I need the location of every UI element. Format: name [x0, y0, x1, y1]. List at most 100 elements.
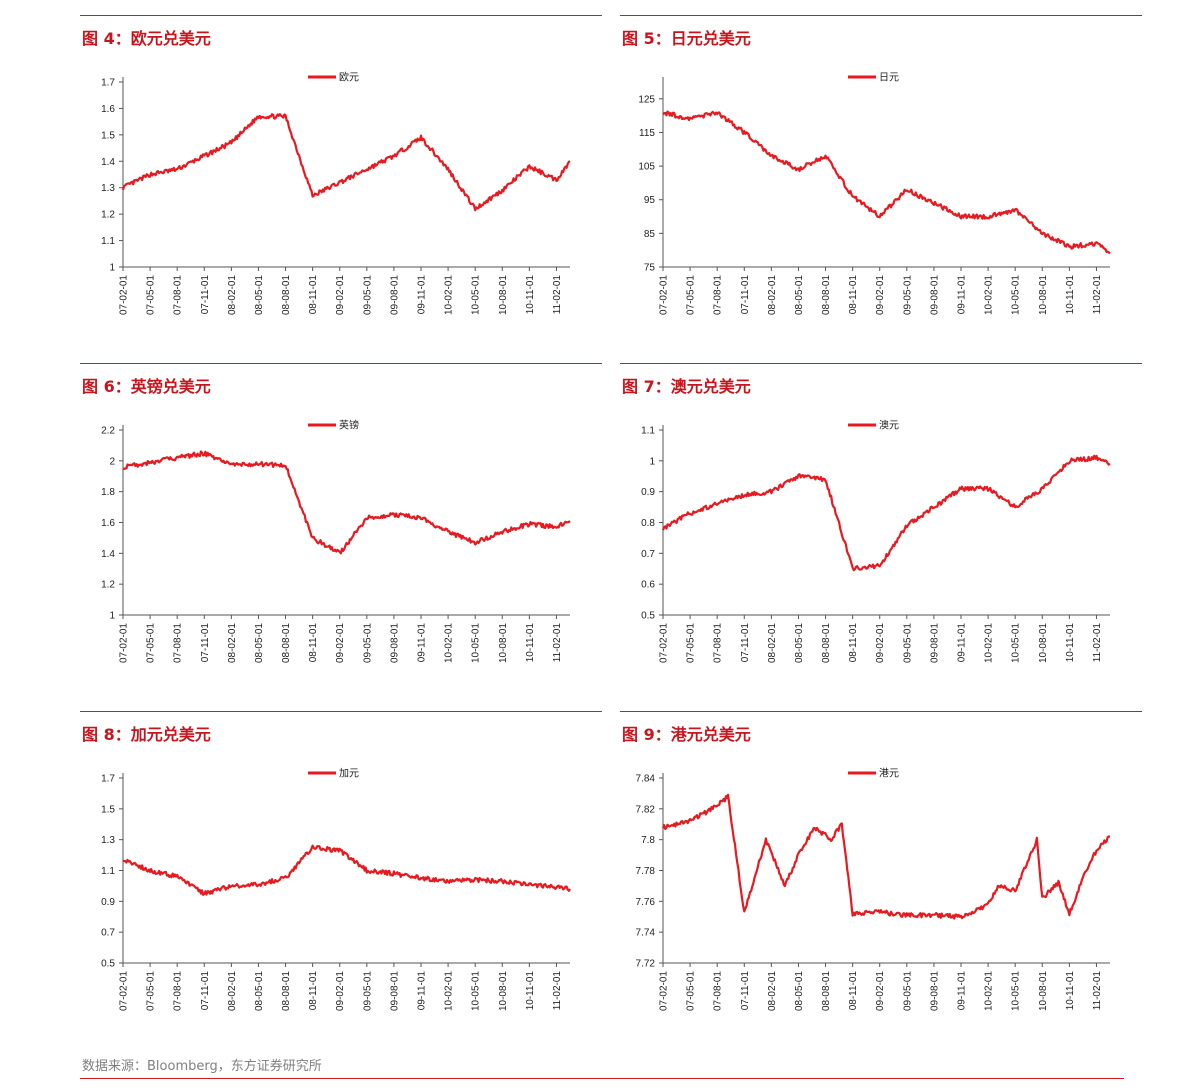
x-tick-label: 09-08-01 — [389, 275, 400, 315]
y-tick-label: 0.8 — [641, 518, 655, 529]
x-tick-label: 10-11-01 — [1065, 623, 1076, 663]
x-tick-label: 08-11-01 — [848, 971, 859, 1011]
x-tick-label: 08-08-01 — [281, 275, 292, 315]
y-tick-label: 0.9 — [101, 897, 115, 908]
x-tick-label: 10-11-01 — [1065, 275, 1076, 315]
x-tick-label: 08-11-01 — [308, 971, 319, 1011]
series-line — [662, 110, 1111, 255]
panel-rule — [620, 15, 1142, 16]
y-tick-label: 1.8 — [101, 487, 115, 498]
x-tick-label: 08-02-01 — [227, 623, 238, 663]
x-tick-label: 07-02-01 — [659, 623, 670, 663]
panel-title: 图 6：英镑兑美元 — [82, 377, 211, 396]
x-tick-label: 08-05-01 — [794, 623, 805, 663]
panel-rule — [620, 363, 1142, 364]
x-tick-label: 08-02-01 — [767, 275, 778, 315]
x-tick-label: 09-05-01 — [902, 623, 913, 663]
x-tick-label: 09-11-01 — [957, 275, 968, 315]
y-tick-label: 1 — [109, 611, 115, 622]
x-tick-label: 08-05-01 — [794, 275, 805, 315]
x-tick-label: 08-11-01 — [848, 623, 859, 663]
y-tick-label: 1.6 — [101, 104, 115, 115]
x-tick-label: 10-05-01 — [471, 971, 482, 1011]
y-tick-label: 105 — [638, 162, 655, 173]
x-tick-label: 07-08-01 — [713, 971, 724, 1011]
x-tick-label: 09-02-01 — [875, 971, 886, 1011]
y-tick-label: 7.84 — [636, 774, 656, 785]
panel-rule — [80, 711, 602, 712]
x-tick-label: 11-02-01 — [552, 275, 563, 315]
x-tick-label: 07-08-01 — [173, 623, 184, 663]
x-tick-label: 09-05-01 — [902, 971, 913, 1011]
x-tick-label: 07-11-01 — [740, 623, 751, 663]
legend-label: 欧元 — [339, 72, 359, 84]
line-chart: 7.72 7.74 7.76 7.78 7.8 7.82 7.84 07-02-01 07-05… — [636, 768, 1111, 1011]
x-tick-label: 08-08-01 — [821, 275, 832, 315]
x-tick-label: 09-11-01 — [417, 275, 428, 315]
x-tick-label: 09-05-01 — [362, 623, 373, 663]
x-tick-label: 07-08-01 — [713, 623, 724, 663]
bottom-rule — [80, 1078, 1124, 1079]
y-tick-label: 1.3 — [101, 835, 115, 846]
x-tick-label: 07-02-01 — [659, 275, 670, 315]
x-tick-label: 07-05-01 — [146, 275, 157, 315]
x-tick-label: 08-08-01 — [281, 623, 292, 663]
y-tick-label: 1.7 — [101, 774, 115, 785]
x-tick-label: 10-02-01 — [984, 275, 995, 315]
x-tick-label: 10-05-01 — [1011, 275, 1022, 315]
y-tick-label: 115 — [639, 128, 655, 139]
x-tick-label: 10-02-01 — [444, 275, 455, 315]
y-tick-label: 2 — [109, 456, 115, 467]
y-tick-label: 1.1 — [101, 236, 115, 247]
y-tick-label: 0.5 — [101, 959, 115, 970]
legend-label: 港元 — [879, 768, 899, 780]
x-tick-label: 07-02-01 — [119, 971, 130, 1011]
x-tick-label: 09-02-01 — [875, 623, 886, 663]
source-note: 数据来源：Bloomberg，东方证券研究所 — [82, 1059, 322, 1074]
x-tick-label: 09-11-01 — [417, 623, 428, 663]
x-tick-label: 07-11-01 — [740, 971, 751, 1011]
chart-panel-gbp: 图 6：英镑兑美元 1 1.2 1.4 1.6 1.8 2 2.2 07-02-01 07-05… — [80, 363, 602, 699]
x-tick-label: 09-08-01 — [389, 623, 400, 663]
series-line — [661, 793, 1111, 920]
x-tick-label: 10-08-01 — [498, 971, 509, 1011]
y-tick-label: 1 — [649, 456, 655, 467]
x-tick-label: 09-08-01 — [929, 623, 940, 663]
x-tick-label: 07-11-01 — [200, 971, 211, 1011]
x-tick-label: 07-02-01 — [659, 971, 670, 1011]
y-tick-label: 7.76 — [636, 897, 656, 908]
panel-rule — [80, 15, 602, 16]
chart-panel-hkd: 图 9：港元兑美元 7.72 7.74 7.76 7.78 7.8 7.82 7.84 07-… — [620, 711, 1142, 1047]
x-tick-label: 08-05-01 — [254, 275, 265, 315]
y-tick-label: 1.6 — [101, 518, 115, 529]
x-tick-label: 10-02-01 — [984, 623, 995, 663]
x-tick-label: 09-05-01 — [362, 971, 373, 1011]
x-tick-label: 09-11-01 — [417, 971, 428, 1011]
y-tick-label: 0.6 — [641, 580, 655, 591]
panel-title: 图 8：加元兑美元 — [82, 725, 211, 744]
y-tick-label: 0.7 — [101, 928, 115, 939]
x-tick-label: 10-08-01 — [1038, 275, 1049, 315]
x-tick-label: 11-02-01 — [1092, 275, 1103, 315]
line-chart: 75 85 95 105 115 125 07-02-01 07-05-01 07-08-01 0… — [638, 73, 1111, 315]
x-tick-label: 08-05-01 — [794, 971, 805, 1011]
y-tick-label: 7.8 — [641, 835, 655, 846]
y-tick-label: 1.5 — [101, 804, 115, 815]
y-tick-label: 7.74 — [636, 928, 656, 939]
x-tick-label: 07-05-01 — [686, 623, 697, 663]
x-tick-label: 09-02-01 — [335, 971, 346, 1011]
x-tick-label: 07-05-01 — [686, 275, 697, 315]
panel-title: 图 9：港元兑美元 — [622, 725, 751, 744]
line-chart: 1 1.1 1.2 1.3 1.4 1.5 1.6 1.7 07-02-01 07-05-01 07… — [101, 72, 571, 315]
legend-label: 英镑 — [339, 419, 359, 432]
x-tick-label: 10-11-01 — [525, 275, 536, 315]
x-tick-label: 10-05-01 — [1011, 971, 1022, 1011]
x-tick-label: 07-02-01 — [119, 623, 130, 663]
chart-panel-eur: 图 4：欧元兑美元 1 1.1 1.2 1.3 1.4 1.5 1.6 1.7 07-02-01… — [80, 15, 602, 351]
x-tick-label: 08-08-01 — [281, 971, 292, 1011]
chart-panel-jpy: 图 5：日元兑美元 75 85 95 105 115 125 07-02-01 07-05-0… — [620, 15, 1142, 351]
x-tick-label: 10-05-01 — [1011, 623, 1022, 663]
x-tick-label: 08-11-01 — [848, 275, 859, 315]
y-tick-label: 0.7 — [641, 549, 655, 560]
x-tick-label: 10-02-01 — [984, 971, 995, 1011]
